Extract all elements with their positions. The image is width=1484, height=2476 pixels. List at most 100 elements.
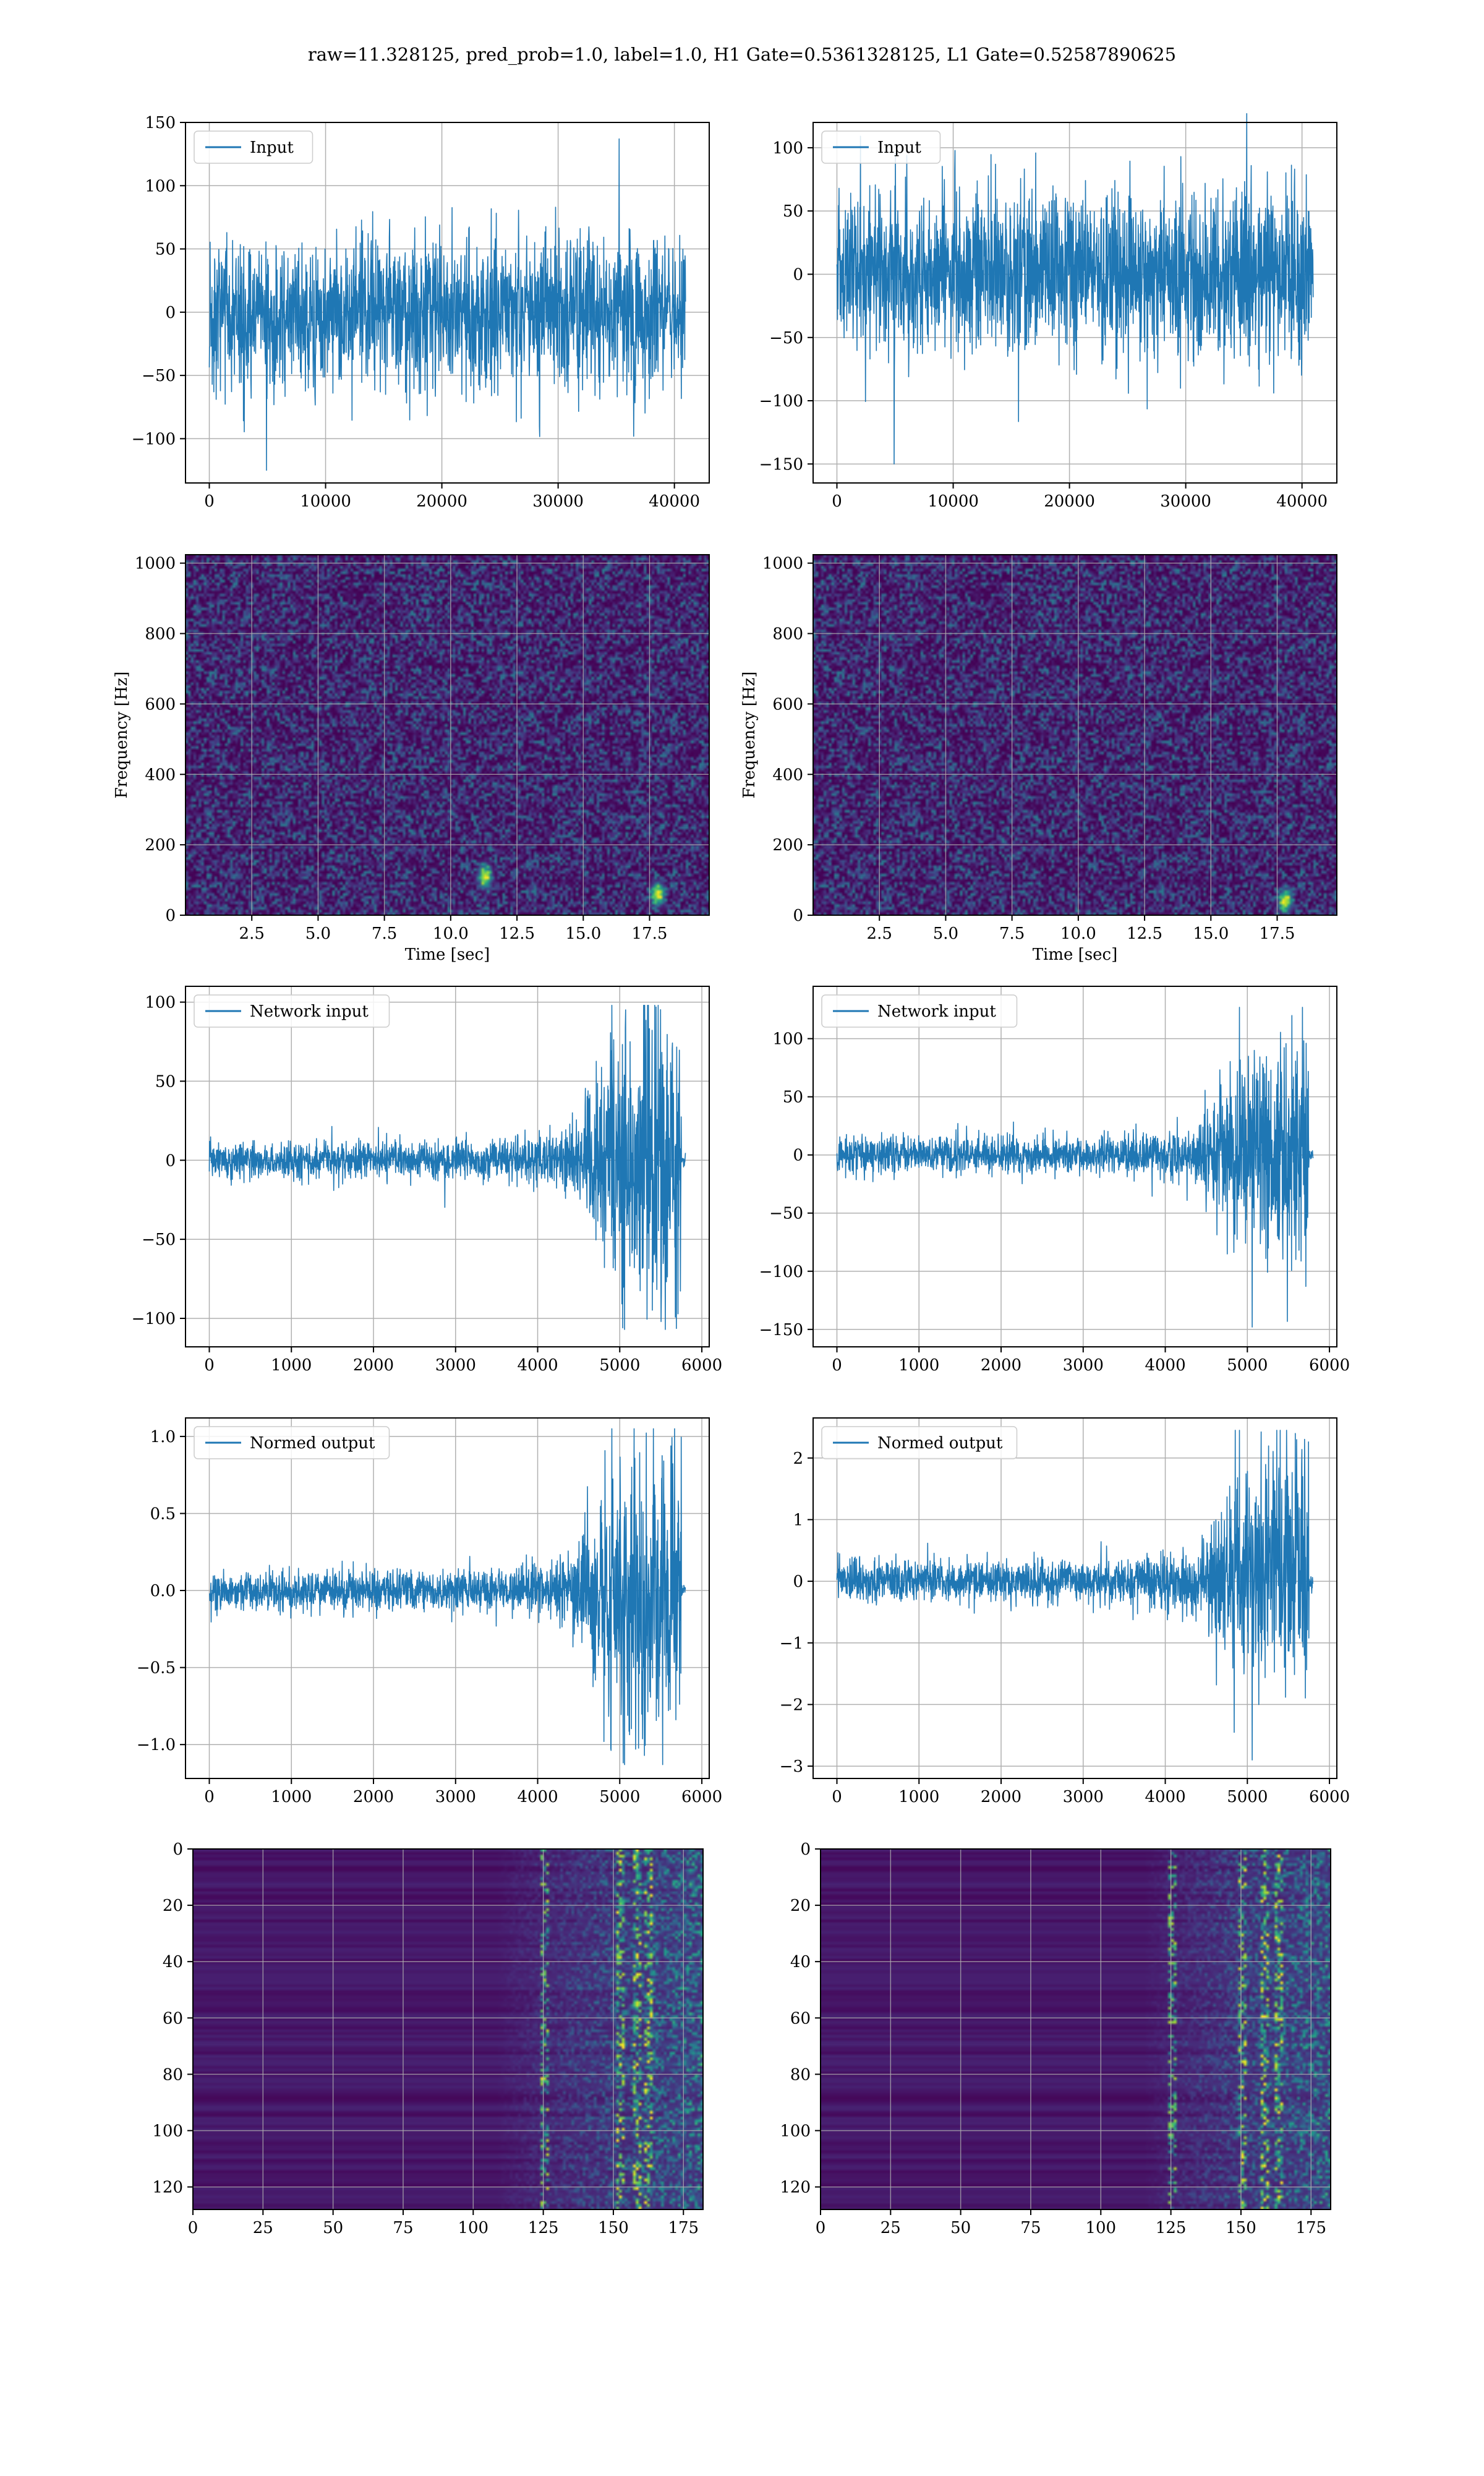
legend-label: Normed output (877, 1434, 1003, 1453)
y-tick-label: 1000 (762, 555, 803, 573)
x-tick-label: 5000 (1227, 1356, 1268, 1375)
l1-spectrogram-raster (813, 555, 1337, 915)
y-tick-label: 20 (790, 1897, 811, 1915)
h1-network-input-legend: Network input (194, 994, 390, 1028)
x-tick-label: 1000 (271, 1356, 312, 1375)
x-tick-label: 1000 (898, 1788, 939, 1806)
y-tick-label: 100 (145, 177, 176, 195)
x-tick-label: 50 (950, 2219, 971, 2237)
x-tick-label: 6000 (1309, 1356, 1350, 1375)
legend-box (194, 1426, 390, 1459)
y-tick-label: −50 (769, 329, 803, 348)
y-tick-label: −150 (759, 455, 803, 474)
x-tick-label: 4000 (1145, 1788, 1185, 1806)
x-tick-label: 175 (1295, 2219, 1326, 2237)
x-tick-label: 100 (1085, 2219, 1116, 2237)
l1-spectrogram-grid (813, 555, 1337, 916)
y-tick-label: −150 (759, 1321, 803, 1339)
l1-network-input-axes: 0 1000 2000 3000 4000 5000 6000 −150 −100 −50 0 50 1… (759, 986, 1350, 1375)
x-tick-label: 0 (204, 492, 215, 511)
y-tick-label: 0 (173, 1840, 183, 1859)
y-tick-label: −100 (132, 430, 176, 448)
y-tick-label: 120 (152, 2179, 183, 2197)
y-tick-label: 1000 (135, 555, 176, 573)
h1-spectrogram-xlabel: Time [sec] (405, 946, 490, 964)
x-tick-label: 12.5 (499, 924, 535, 943)
y-tick-label: 100 (145, 994, 176, 1012)
y-tick-label: 0 (793, 907, 803, 925)
x-tick-label: 20000 (416, 492, 467, 511)
x-tick-label: 6000 (681, 1788, 722, 1806)
x-tick-label: 17.5 (632, 924, 668, 943)
l1-input-legend: Input (821, 130, 941, 164)
y-tick-label: 50 (155, 241, 176, 259)
x-tick-label: 20000 (1044, 492, 1095, 511)
y-tick-label: 200 (772, 836, 803, 855)
y-tick-label: −50 (142, 367, 176, 385)
h1-network-input-series-line (208, 1004, 686, 1330)
y-tick-label: 1 (793, 1511, 803, 1529)
legend-label: Normed output (250, 1434, 375, 1453)
x-tick-label: 3000 (435, 1788, 476, 1806)
y-tick-label: 40 (790, 1953, 811, 1971)
y-tick-label: 50 (155, 1072, 176, 1091)
h1-features-axes: 0 25 50 75 100 125 150 175 0 20 40 60 80 100 120 (152, 1840, 704, 2237)
y-tick-label: 100 (780, 2122, 811, 2140)
x-tick-label: 10000 (300, 492, 351, 511)
x-tick-label: 2000 (981, 1356, 1021, 1375)
x-tick-label: 6000 (1309, 1788, 1350, 1806)
l1-normed-output-legend: Normed output (821, 1426, 1018, 1459)
x-tick-label: 15.0 (1193, 924, 1229, 943)
y-tick-label: 20 (163, 1897, 183, 1915)
y-tick-label: 150 (145, 114, 176, 132)
h1-normed-output-series-line (209, 1428, 686, 1765)
x-tick-label: 125 (528, 2219, 559, 2237)
legend-label: Network input (877, 1002, 996, 1021)
y-tick-label: 1.0 (150, 1428, 176, 1446)
y-tick-label: −0.5 (137, 1659, 176, 1678)
y-tick-label: −3 (780, 1757, 803, 1776)
y-tick-label: 800 (772, 625, 803, 644)
l1-features-spines (820, 1848, 1331, 2210)
y-tick-label: 2 (793, 1449, 803, 1468)
l1-spectrogram-ylabel: Frequency [Hz] (740, 672, 759, 799)
x-tick-label: 30000 (1160, 492, 1211, 511)
x-tick-label: 6000 (681, 1356, 722, 1375)
x-tick-label: 17.5 (1260, 924, 1295, 943)
h1-network-input-axes: 0 1000 2000 3000 4000 5000 6000 −100 −50 0 50 100 Ne… (132, 986, 722, 1375)
y-tick-label: −100 (759, 392, 803, 411)
h1-spectrogram-ylabel: Frequency [Hz] (113, 672, 131, 799)
x-tick-label: 0 (204, 1356, 215, 1375)
y-tick-label: 800 (145, 625, 176, 644)
legend-box (821, 1426, 1018, 1459)
x-tick-label: 7.5 (999, 924, 1025, 943)
x-tick-label: 0 (816, 2219, 826, 2237)
y-tick-label: 80 (163, 2065, 183, 2084)
x-tick-label: 2000 (981, 1788, 1021, 1806)
l1-spectrogram-xlabel: Time [sec] (1033, 946, 1118, 964)
l1-features-axes: 0 25 50 75 100 125 150 175 0 20 40 60 80 100 120 (780, 1840, 1331, 2237)
y-tick-label: 100 (772, 139, 803, 158)
h1-spectrogram-axes: 2.5 5.0 7.5 10.0 12.5 15.0 17.5 0 200 400 600 800 10… (113, 554, 710, 964)
h1-input-series-line (208, 138, 686, 471)
x-tick-label: 10.0 (1060, 924, 1096, 943)
x-tick-label: 0 (832, 1356, 842, 1375)
y-tick-label: 0 (165, 304, 176, 322)
x-tick-label: 2.5 (867, 924, 892, 943)
x-tick-label: 0 (832, 492, 842, 511)
legend-label: Input (877, 139, 921, 157)
x-tick-label: 3000 (435, 1356, 476, 1375)
x-tick-label: 0 (832, 1788, 842, 1806)
x-tick-label: 3000 (1063, 1356, 1104, 1375)
x-tick-label: 15.0 (565, 924, 601, 943)
h1-normed-output-spines (185, 1417, 710, 1779)
x-tick-label: 40000 (649, 492, 700, 511)
x-tick-label: 100 (458, 2219, 488, 2237)
y-tick-label: 0 (793, 265, 803, 284)
legend-box (821, 130, 941, 164)
h1-features-raster (193, 1849, 703, 2209)
y-tick-label: −1 (780, 1634, 803, 1653)
legend-box (194, 994, 390, 1028)
